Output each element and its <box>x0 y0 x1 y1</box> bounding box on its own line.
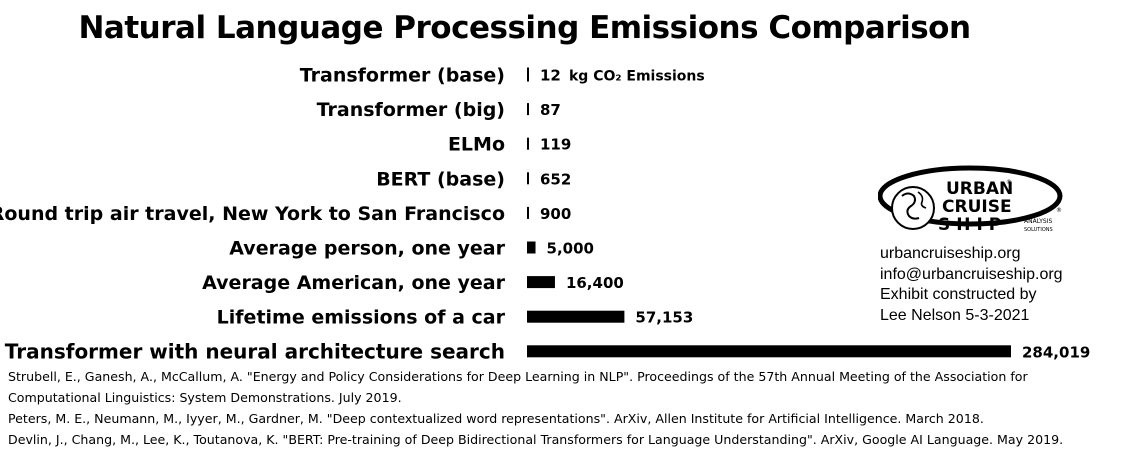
svg-text:SOLUTIONS: SOLUTIONS <box>1024 227 1053 233</box>
bar <box>527 276 555 289</box>
category-label: Average American, one year <box>202 272 505 294</box>
svg-text:®: ® <box>1056 207 1062 214</box>
credit-line-2: Lee Nelson 5-3-2021 <box>880 306 1030 324</box>
email-text: info@urbancruiseship.org <box>880 265 1063 283</box>
value-label: 57,153 <box>635 309 693 327</box>
globe-icon <box>891 186 935 230</box>
bar <box>527 103 529 116</box>
chart-title: Natural Language Processing Emissions Co… <box>78 10 971 46</box>
svg-text:URBAN: URBAN <box>946 179 1013 199</box>
credit-line-1: Exhibit constructed by <box>880 286 1037 303</box>
svg-text:SHIP: SHIP <box>938 215 1007 235</box>
category-label: Average person, one year <box>229 238 505 260</box>
svg-text:ANALYSIS: ANALYSIS <box>1024 218 1052 225</box>
category-label: Transformer (base) <box>300 65 505 87</box>
category-label: Round trip air travel, New York to San F… <box>0 203 505 225</box>
bar <box>527 345 1011 358</box>
value-label: 87 <box>540 101 561 119</box>
category-label: BERT (base) <box>376 168 505 190</box>
bar <box>527 241 536 254</box>
reference-2: Peters, M. E., Neumann, M., Iyyer, M., G… <box>8 411 984 426</box>
category-label: ELMo <box>448 134 505 156</box>
category-label: Transformer (big) <box>317 99 505 121</box>
value-label: 900 <box>540 205 571 223</box>
svg-text:®: ® <box>1006 179 1012 186</box>
urban-cruise-ship-logo: URBAN CRUISE SHIP ANALYSIS SOLUTIONS ® ® <box>878 165 1063 235</box>
bar <box>527 172 529 185</box>
branding-block: urbancruiseship.org info@urbancruiseship… <box>880 244 1063 326</box>
bar-chart: Transformer (base) 12 kg CO₂ Emissions Tran… <box>0 65 1090 364</box>
value-label: 652 <box>540 170 571 188</box>
bar <box>527 137 529 150</box>
svg-text:CRUISE: CRUISE <box>942 197 1012 217</box>
bar <box>527 67 529 82</box>
bar <box>527 206 529 219</box>
bar <box>527 310 625 323</box>
value-label: 16,400 <box>566 274 624 292</box>
references: Strubell, E., Ganesh, A., McCallum, A. "… <box>8 366 1118 450</box>
website-text: urbancruiseship.org <box>880 245 1021 262</box>
value-label: 5,000 <box>547 240 594 258</box>
value-label: 12 <box>540 67 561 85</box>
reference-1: Strubell, E., Ganesh, A., McCallum, A. "… <box>8 369 1028 405</box>
value-label: 119 <box>540 136 571 154</box>
value-label: 284,019 <box>1022 343 1090 361</box>
category-label: Lifetime emissions of a car <box>217 307 506 329</box>
category-label: Transformer with neural architecture sea… <box>5 339 505 363</box>
reference-3: Devlin, J., Chang, M., Lee, K., Toutanov… <box>8 432 1064 447</box>
unit-label: kg CO₂ Emissions <box>569 69 705 85</box>
